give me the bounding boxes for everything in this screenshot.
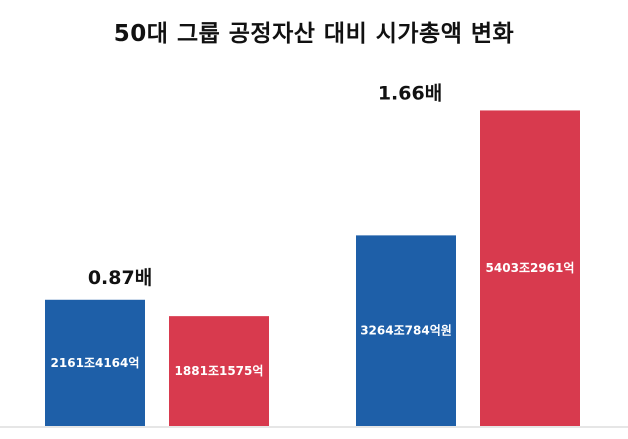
bar-0-1 — [169, 316, 269, 426]
ratio-label-0: 0.87배 — [88, 267, 152, 289]
bar-0-0 — [45, 299, 145, 426]
bar-value-label-0-1: 1881조1575억 — [175, 364, 264, 378]
ratio-label-1: 1.66배 — [378, 82, 442, 104]
bar-value-label-1-1: 5403조2961억 — [486, 261, 575, 275]
bar-1-0 — [356, 235, 456, 426]
bar-value-label-0-0: 2161조4164억 — [51, 356, 140, 370]
bar-value-label-1-0: 3264조784억원 — [360, 324, 452, 338]
chart-title: 50대 그룹 공정자산 대비 시가총액 변화 — [113, 21, 515, 47]
bar-1-1 — [480, 110, 580, 426]
